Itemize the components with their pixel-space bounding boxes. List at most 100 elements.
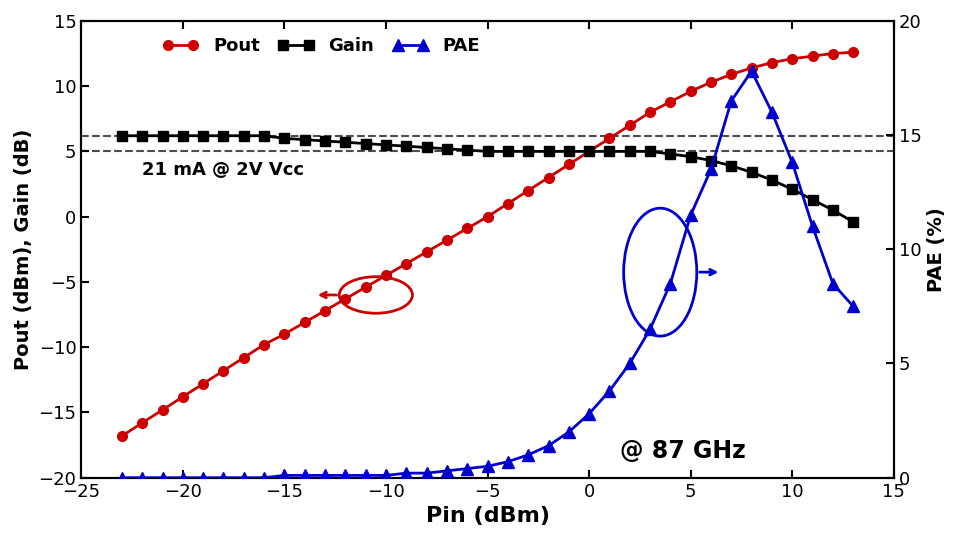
PAE <box>746 68 757 75</box>
Pout <box>848 49 859 56</box>
Pout <box>136 420 148 426</box>
Text: 21 mA @ 2V Vcc: 21 mA @ 2V Vcc <box>142 161 304 179</box>
PAE <box>177 475 188 481</box>
Gain <box>806 197 818 203</box>
Gain <box>340 139 351 145</box>
Y-axis label: Pout (dBm), Gain (dB): Pout (dBm), Gain (dB) <box>13 129 33 370</box>
Pout <box>462 225 473 232</box>
Gain <box>320 138 331 144</box>
Pout <box>502 200 514 207</box>
Pout <box>380 272 392 279</box>
PAE <box>522 451 534 458</box>
Gain <box>564 148 575 154</box>
Gain <box>664 151 676 157</box>
PAE <box>766 109 778 116</box>
Pout <box>522 187 534 194</box>
PAE <box>726 98 737 104</box>
PAE <box>360 472 372 478</box>
Pout <box>278 331 290 338</box>
Pout <box>786 56 798 62</box>
PAE <box>786 159 798 166</box>
Gain <box>116 132 128 139</box>
PAE <box>136 475 148 481</box>
Pout <box>198 381 209 387</box>
Line: PAE: PAE <box>116 65 859 483</box>
Pout <box>442 237 453 244</box>
Gain <box>848 219 859 225</box>
Pout <box>584 148 595 154</box>
PAE <box>564 429 575 435</box>
PAE <box>380 472 392 478</box>
PAE <box>320 472 331 478</box>
PAE <box>604 388 615 394</box>
PAE <box>828 280 839 287</box>
Pout <box>320 307 331 314</box>
Pout <box>299 319 310 326</box>
Gain <box>684 153 696 160</box>
Gain <box>177 132 188 139</box>
PAE <box>400 470 412 476</box>
Y-axis label: PAE (%): PAE (%) <box>927 207 947 292</box>
Gain <box>278 135 290 141</box>
PAE <box>644 326 656 333</box>
Gain <box>198 132 209 139</box>
Gain <box>786 186 798 192</box>
PAE <box>340 472 351 478</box>
PAE <box>624 360 636 367</box>
Pout <box>766 59 778 66</box>
Pout <box>258 341 270 348</box>
Text: @ 87 GHz: @ 87 GHz <box>619 439 745 463</box>
Gain <box>360 140 372 147</box>
Pout <box>564 161 575 168</box>
PAE <box>258 475 270 481</box>
Gain <box>442 146 453 152</box>
Pout <box>482 213 493 220</box>
Pout <box>726 71 737 78</box>
Gain <box>380 141 392 148</box>
PAE <box>420 470 432 476</box>
Pout <box>420 248 432 255</box>
Pout <box>684 88 696 94</box>
Gain <box>706 157 717 164</box>
Line: Gain: Gain <box>117 131 858 227</box>
Gain <box>462 147 473 153</box>
Legend: Pout, Gain, PAE: Pout, Gain, PAE <box>156 30 488 62</box>
Pout <box>238 354 250 361</box>
Pout <box>116 433 128 439</box>
Gain <box>542 148 554 154</box>
Pout <box>624 122 636 129</box>
PAE <box>664 280 676 287</box>
PAE <box>462 465 473 472</box>
Pout <box>400 260 412 267</box>
Line: Pout: Pout <box>117 48 858 441</box>
PAE <box>218 475 229 481</box>
PAE <box>238 475 250 481</box>
PAE <box>848 303 859 309</box>
PAE <box>116 475 128 481</box>
Gain <box>136 132 148 139</box>
Gain <box>726 163 737 169</box>
Pout <box>604 135 615 141</box>
Gain <box>522 148 534 154</box>
PAE <box>542 442 554 449</box>
Gain <box>502 148 514 154</box>
Pout <box>360 284 372 291</box>
Pout <box>644 109 656 116</box>
Pout <box>177 394 188 400</box>
Pout <box>746 65 757 71</box>
Gain <box>218 132 229 139</box>
Pout <box>340 295 351 302</box>
Gain <box>420 144 432 151</box>
Gain <box>624 148 636 154</box>
PAE <box>806 223 818 230</box>
PAE <box>482 463 493 469</box>
PAE <box>299 472 310 478</box>
PAE <box>706 166 717 173</box>
Pout <box>706 79 717 85</box>
Gain <box>482 148 493 154</box>
PAE <box>278 472 290 478</box>
Pout <box>828 50 839 57</box>
PAE <box>156 475 168 481</box>
Pout <box>806 53 818 59</box>
Gain <box>644 148 656 154</box>
